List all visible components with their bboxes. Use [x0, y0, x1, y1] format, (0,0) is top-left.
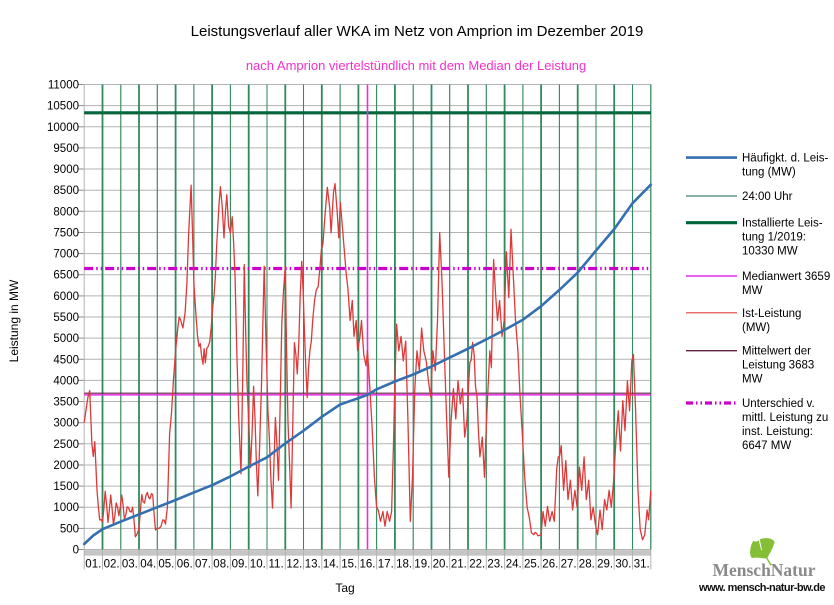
svg-text:09.: 09.: [232, 559, 248, 571]
svg-text:16.: 16.: [360, 559, 376, 571]
svg-text:05.: 05.: [158, 559, 174, 571]
svg-text:MW: MW: [742, 374, 763, 386]
svg-text:27.: 27.: [561, 559, 577, 571]
svg-text:04.: 04.: [140, 559, 156, 571]
svg-text:19.: 19.: [414, 559, 430, 571]
svg-text:3000: 3000: [53, 418, 79, 430]
svg-text:Medianwert 3659: Medianwert 3659: [742, 271, 830, 283]
svg-text:Leistung 3683: Leistung 3683: [742, 360, 814, 372]
svg-text:06.: 06.: [177, 559, 193, 571]
svg-text:30.: 30.: [615, 559, 631, 571]
svg-text:1500: 1500: [53, 481, 79, 493]
svg-text:02.: 02.: [104, 559, 120, 571]
svg-text:8500: 8500: [53, 185, 79, 197]
svg-text:3500: 3500: [53, 397, 79, 409]
svg-text:4000: 4000: [53, 375, 79, 387]
svg-text:17.: 17.: [378, 559, 394, 571]
svg-text:08.: 08.: [213, 559, 229, 571]
svg-text:28.: 28.: [579, 559, 595, 571]
svg-text:Installierte Leis-: Installierte Leis-: [742, 218, 823, 230]
svg-text:4500: 4500: [53, 354, 79, 366]
svg-text:5000: 5000: [53, 333, 79, 345]
svg-text:MW: MW: [742, 285, 763, 297]
svg-text:Häufigkt. d. Leis-: Häufigkt. d. Leis-: [742, 153, 828, 165]
svg-text:tung (MW): tung (MW): [742, 167, 796, 179]
svg-text:22.: 22.: [469, 559, 485, 571]
svg-text:26.: 26.: [542, 559, 558, 571]
svg-text:23.: 23.: [487, 559, 503, 571]
svg-text:21.: 21.: [451, 559, 467, 571]
svg-text:Leistungsverlauf aller WKA im: Leistungsverlauf aller WKA im Netz von A…: [191, 23, 644, 40]
svg-text:10330 MW: 10330 MW: [742, 246, 798, 258]
svg-text:2500: 2500: [53, 439, 79, 451]
svg-text:07.: 07.: [195, 559, 211, 571]
svg-text:03.: 03.: [122, 559, 138, 571]
svg-text:mittl. Leistung zu: mittl. Leistung zu: [742, 412, 828, 424]
svg-text:31.: 31.: [634, 559, 650, 571]
svg-text:01.: 01.: [85, 559, 101, 571]
svg-text:29.: 29.: [597, 559, 613, 571]
svg-text:14.: 14.: [323, 559, 339, 571]
svg-text:10.: 10.: [250, 559, 266, 571]
svg-text:7500: 7500: [53, 228, 79, 240]
svg-text:(MW): (MW): [742, 322, 770, 334]
svg-text:10500: 10500: [47, 101, 79, 113]
svg-text:7000: 7000: [53, 249, 79, 261]
svg-text:2000: 2000: [53, 460, 79, 472]
svg-text:24.: 24.: [506, 559, 522, 571]
svg-text:25.: 25.: [524, 559, 540, 571]
svg-text:tung 1/2019:: tung 1/2019:: [742, 232, 806, 244]
svg-text:0: 0: [73, 545, 79, 557]
svg-text:11.: 11.: [269, 559, 284, 571]
svg-text:inst. Leistung:: inst. Leistung:: [742, 426, 813, 438]
svg-text:Ist-Leistung: Ist-Leistung: [742, 308, 801, 320]
svg-text:13.: 13.: [305, 559, 321, 571]
svg-text:Mittelwert der: Mittelwert der: [742, 346, 811, 358]
svg-text:15.: 15.: [341, 559, 357, 571]
svg-text:Leistung in MW: Leistung in MW: [7, 279, 21, 362]
svg-text:20.: 20.: [433, 559, 449, 571]
svg-text:Unterschied v.: Unterschied v.: [742, 398, 815, 410]
svg-text:18.: 18.: [396, 559, 412, 571]
svg-text:12.: 12.: [286, 559, 302, 571]
svg-text:8000: 8000: [53, 206, 79, 218]
svg-text:MenschNatur: MenschNatur: [712, 560, 815, 580]
svg-text:6647 MW: 6647 MW: [742, 440, 791, 452]
svg-text:www. mensch-natur-bw.de: www. mensch-natur-bw.de: [698, 582, 825, 594]
svg-text:6000: 6000: [53, 291, 79, 303]
svg-text:11000: 11000: [48, 80, 79, 92]
svg-text:6500: 6500: [53, 270, 79, 282]
svg-text:9000: 9000: [53, 164, 79, 176]
svg-text:500: 500: [60, 523, 79, 535]
svg-text:5500: 5500: [53, 312, 79, 324]
svg-text:Tag: Tag: [335, 581, 354, 595]
svg-text:9500: 9500: [53, 143, 79, 155]
svg-text:nach Amprion viertelstündlich: nach Amprion viertelstündlich mit dem Me…: [246, 58, 586, 73]
svg-text:1000: 1000: [53, 502, 79, 514]
svg-text:24:00 Uhr: 24:00 Uhr: [742, 191, 793, 203]
svg-text:10000: 10000: [47, 122, 79, 134]
